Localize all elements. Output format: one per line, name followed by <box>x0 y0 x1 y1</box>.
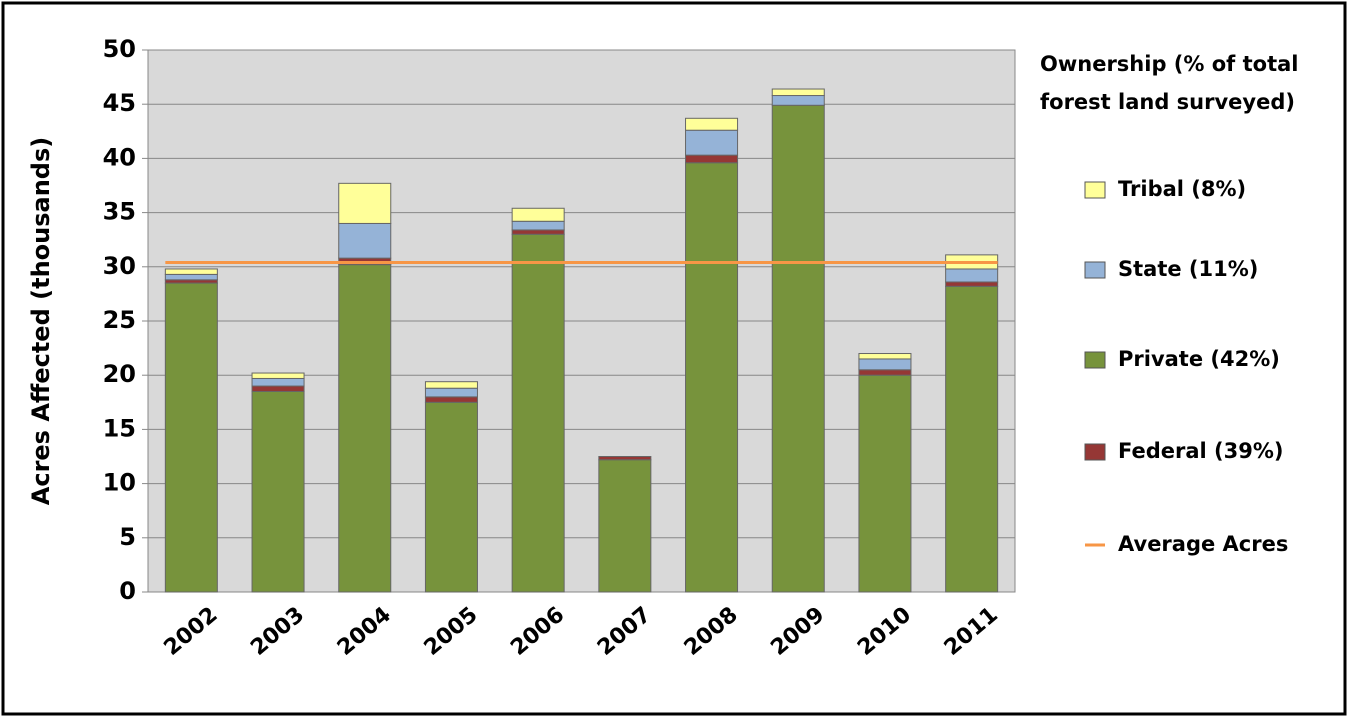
legend-title: Ownership (% of total <box>1040 52 1299 76</box>
bar-segment <box>512 230 564 234</box>
y-tick-label: 35 <box>103 198 136 226</box>
bar-segment <box>165 274 217 279</box>
bar-segment <box>599 457 651 460</box>
bar-segment <box>686 163 738 592</box>
bar-segment <box>946 282 998 286</box>
legend-title: forest land surveyed) <box>1040 90 1295 114</box>
bar-segment <box>512 221 564 230</box>
legend-swatch <box>1085 352 1105 368</box>
bar-segment <box>772 89 824 96</box>
legend-label: Private (42%) <box>1118 347 1280 371</box>
bar-segment <box>686 118 738 130</box>
bar-segment <box>339 223 391 258</box>
bar-segment <box>425 388 477 397</box>
y-tick-label: 45 <box>103 89 136 117</box>
bar-segment <box>425 397 477 402</box>
chart: Ownership (% of total forest land survey… <box>0 0 1348 717</box>
bar-segment <box>946 286 998 592</box>
bar-segment <box>339 183 391 223</box>
legend-swatch <box>1085 444 1105 460</box>
bar-segment <box>512 234 564 592</box>
bar-segment <box>512 208 564 221</box>
y-tick-label: 25 <box>103 306 136 334</box>
y-tick-label: 30 <box>103 252 136 280</box>
bar-segment <box>859 370 911 375</box>
bar-segment <box>859 354 911 359</box>
y-tick-label: 0 <box>119 577 136 605</box>
bar-segment <box>252 378 304 386</box>
legend-swatch <box>1085 262 1105 278</box>
legend-swatch <box>1085 182 1105 198</box>
bar-segment <box>252 373 304 378</box>
y-tick-label: 20 <box>103 360 136 388</box>
y-tick-label: 5 <box>119 523 136 551</box>
y-tick-label: 15 <box>103 414 136 442</box>
bar-segment <box>859 375 911 592</box>
bar-segment <box>686 130 738 155</box>
bar-segment <box>425 402 477 592</box>
y-axis-label: Acres Affected (thousands) <box>27 137 55 505</box>
y-tick-label: 10 <box>103 469 136 497</box>
bar-segment <box>859 359 911 370</box>
y-tick-label: 50 <box>103 35 136 63</box>
bar-segment <box>165 269 217 274</box>
legend-label: State (11%) <box>1118 257 1258 281</box>
bar-segment <box>599 460 651 592</box>
bar-segment <box>772 105 824 592</box>
legend-label: Average Acres <box>1118 532 1288 556</box>
bar-segment <box>425 382 477 389</box>
bar-segment <box>252 386 304 391</box>
legend-label: Tribal (8%) <box>1118 177 1246 201</box>
y-tick-label: 40 <box>103 143 136 171</box>
bar-segment <box>686 155 738 163</box>
bar-segment <box>772 96 824 106</box>
bar-segment <box>946 269 998 282</box>
bar-segment <box>339 265 391 592</box>
bar-segment <box>252 391 304 592</box>
legend-label: Federal (39%) <box>1118 439 1284 463</box>
bar-segment <box>165 283 217 592</box>
